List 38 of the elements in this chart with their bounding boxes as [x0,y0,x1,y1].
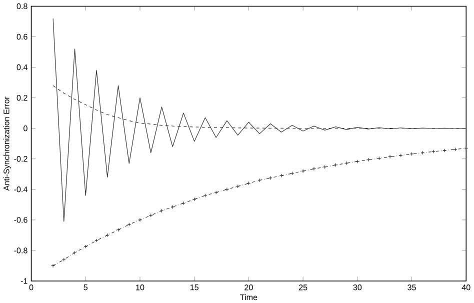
point [203,193,208,198]
point [388,154,392,158]
y-tick-label: -1 [20,278,28,284]
y-tick-label: 0 [24,125,28,131]
point [432,149,436,154]
point [268,176,272,180]
y-axis-title: Anti-Synchronization Error [3,96,11,190]
x-tick-label: 40 [462,284,470,290]
y-tick-label: 0.2 [16,94,28,100]
y-tick-label: 0.4 [16,64,28,70]
point [322,164,327,169]
point [138,218,142,222]
y-tick-label: -0.8 [14,247,28,254]
x-tick-label: 35 [408,284,416,290]
point [442,148,446,152]
x-tick-label: 15 [190,284,198,290]
x-tick-label: 10 [136,284,144,290]
y-tick-label: 0.8 [16,3,28,9]
point [410,152,414,156]
point [334,162,338,167]
point [170,204,175,209]
point [51,264,55,268]
x-axis-title: Time [240,294,258,300]
y-tick-label: -0.6 [14,216,28,223]
x-tick-label: 0 [29,284,34,290]
x-tick-label: 20 [244,284,253,290]
x-tick-label: 30 [353,284,362,290]
x-tick-label: 5 [84,284,88,290]
point [94,238,98,242]
y-tick-label: -0.2 [14,156,28,162]
point [312,166,316,170]
point [356,159,360,164]
y-tick-label: 0.6 [16,34,28,40]
point [214,190,218,194]
y-tick-label: -0.4 [14,186,28,192]
point [225,187,229,192]
point [127,222,132,226]
x-tick-label: 25 [298,284,308,290]
